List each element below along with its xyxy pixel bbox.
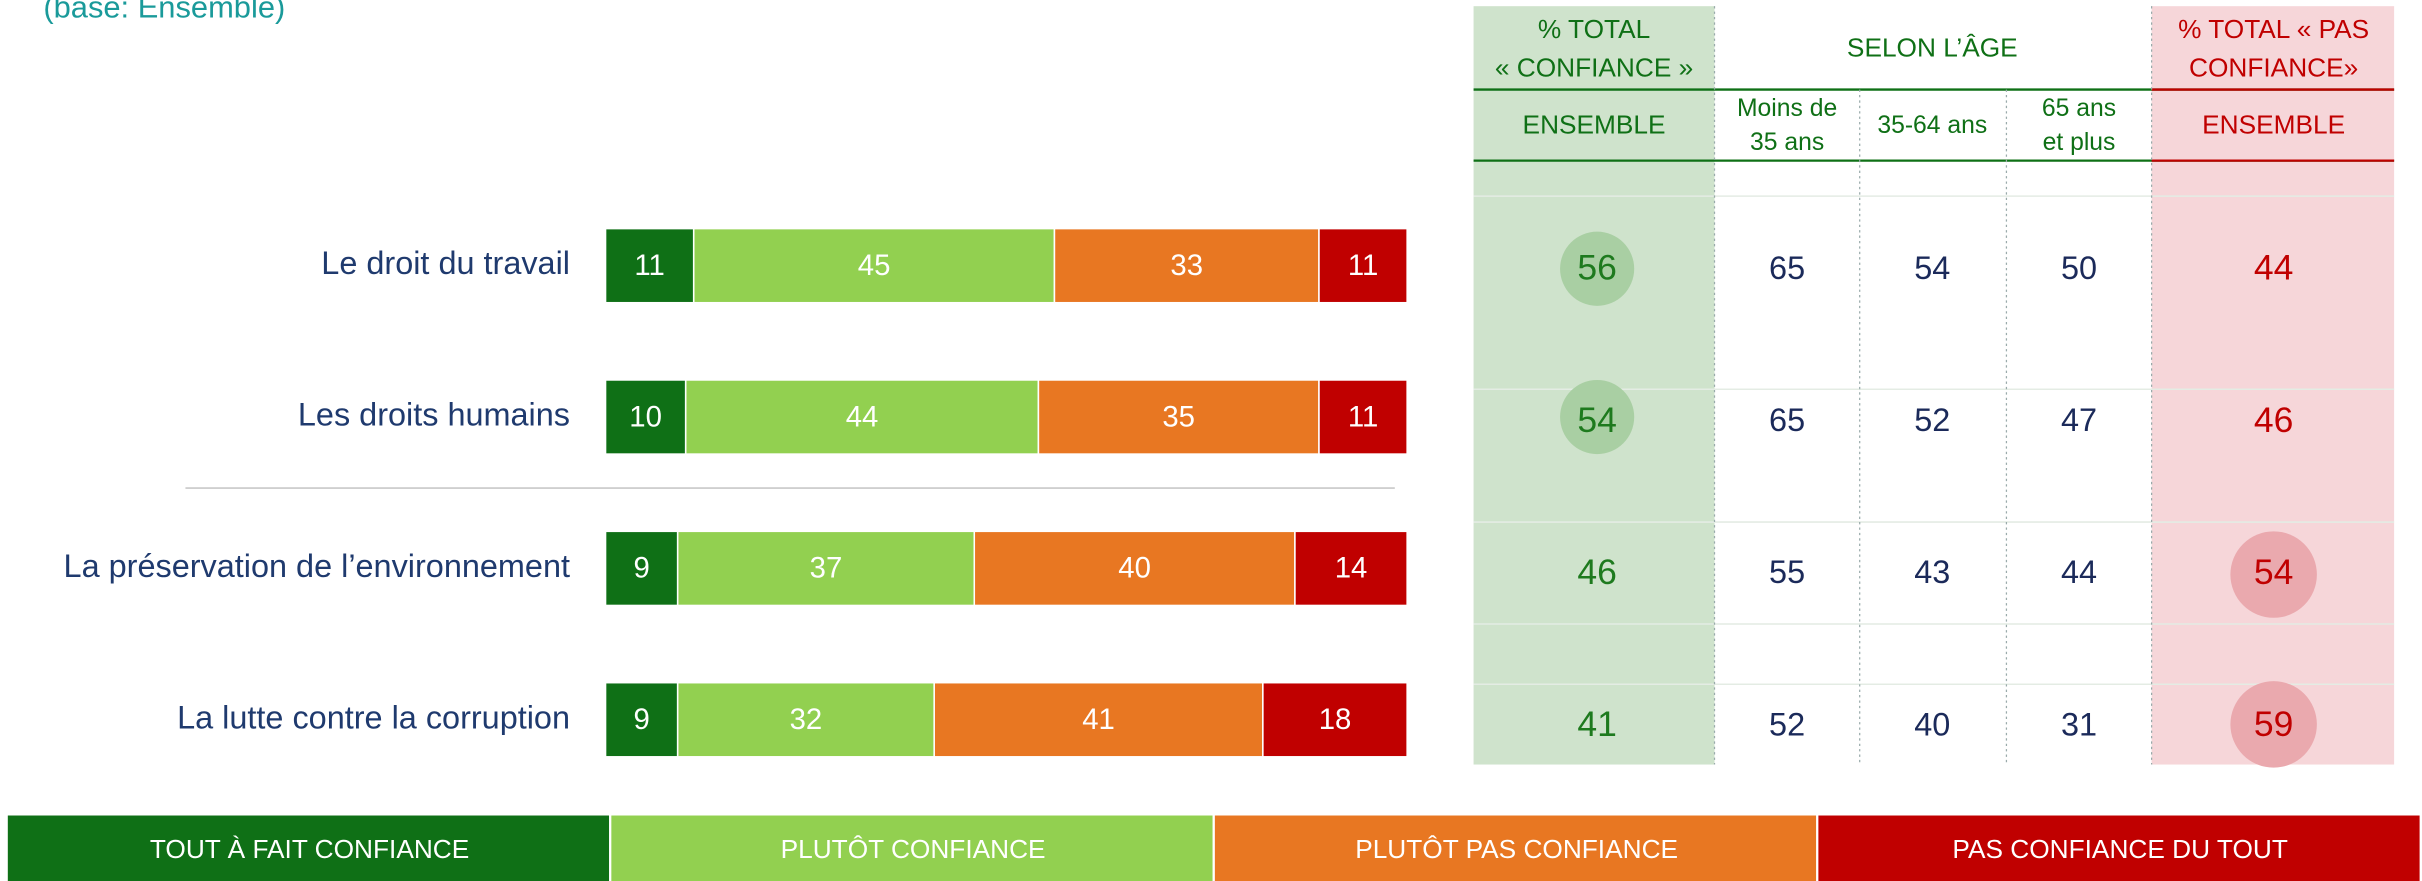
bar-segment: [676, 530, 976, 607]
row-lines: [1473, 195, 2395, 685]
highlight: [2230, 531, 2317, 618]
confiance-value: 41: [1577, 704, 1617, 744]
age-value: 47: [2061, 402, 2097, 438]
age-value: 40: [1914, 706, 1950, 742]
age-value: 55: [1769, 554, 1805, 590]
bar-segment: [1037, 379, 1320, 455]
bar-segment: [1294, 530, 1408, 607]
pas-value: 54: [2254, 552, 2294, 592]
subheader: Moins de: [1737, 95, 1837, 122]
header: % TOTAL: [1538, 14, 1650, 44]
subheader: 35-64 ans: [1877, 112, 1987, 139]
header: CONFIANCE»: [2189, 52, 2358, 82]
category-label: Le droit du travail: [321, 245, 570, 281]
value-label: 40: [1118, 552, 1151, 585]
value-label: 11: [1348, 400, 1378, 433]
subheader: 35 ans: [1750, 129, 1824, 156]
confiance-value: 54: [1577, 400, 1617, 440]
subheader: et plus: [2043, 129, 2116, 156]
subtitle: (base: Ensemble): [43, 0, 285, 24]
value-label: 11: [634, 249, 664, 282]
value-label: 35: [1162, 400, 1195, 433]
confiance-value: 56: [1577, 248, 1617, 288]
bar-segment: [1318, 227, 1408, 304]
value-label: 45: [858, 249, 891, 282]
legend-swatch: [1214, 815, 1817, 881]
pas-value: 59: [2254, 704, 2294, 744]
highlight: [1560, 379, 1635, 455]
bar-segment: [1262, 681, 1408, 758]
bar-segment: [1053, 227, 1320, 304]
age-value: 44: [2061, 554, 2097, 590]
value-label: 9: [633, 552, 649, 585]
subheader: ENSEMBLE: [1523, 110, 1666, 140]
age-value: 31: [2061, 706, 2097, 742]
age-value: 52: [1914, 402, 1950, 438]
highlight: [2230, 681, 2317, 768]
legend-label: PLUTÔT CONFIANCE: [781, 834, 1046, 864]
header: « CONFIANCE »: [1495, 52, 1693, 82]
highlight: [1560, 231, 1635, 306]
legend-swatch: [7, 815, 610, 881]
legend-swatch: [1818, 815, 2420, 881]
legend-swatch: [611, 815, 1213, 881]
age-value: 54: [1914, 250, 1950, 286]
category-label: La préservation de l’environnement: [64, 548, 570, 584]
value-label: 9: [633, 703, 649, 736]
age-value: 43: [1914, 554, 1950, 590]
value-label: 10: [629, 400, 662, 433]
header: SELON L’ÂGE: [1847, 32, 2018, 62]
pas-confiance-column-bg: [2151, 6, 2395, 765]
category-label: La lutte contre la corruption: [177, 699, 570, 735]
value-label: 44: [846, 400, 879, 433]
bar-segment: [933, 681, 1264, 758]
subheader: ENSEMBLE: [2202, 110, 2345, 140]
age-value: 65: [1769, 250, 1805, 286]
category-label: Les droits humains: [298, 397, 570, 433]
bar-segment: [604, 379, 687, 455]
bar-segment: [973, 530, 1296, 607]
bar-segment: [1318, 379, 1408, 455]
pas-value: 44: [2254, 248, 2294, 288]
header: % TOTAL « PAS: [2178, 14, 2369, 44]
value-label: 33: [1170, 249, 1203, 282]
age-value: 52: [1769, 706, 1805, 742]
legend-label: TOUT À FAIT CONFIANCE: [150, 834, 469, 864]
value-label: 11: [1348, 249, 1378, 282]
bar-segment: [676, 681, 935, 758]
bar-segment: [604, 530, 679, 607]
value-label: 41: [1082, 703, 1115, 736]
confiance-value: 46: [1577, 552, 1617, 592]
bar-segment: [692, 227, 1056, 304]
bar-segment: [604, 681, 679, 758]
legend-label: PAS CONFIANCE DU TOUT: [1952, 834, 2287, 864]
legend-label: PLUTÔT PAS CONFIANCE: [1355, 834, 1678, 864]
age-value: 50: [2061, 250, 2097, 286]
age-value: 65: [1769, 402, 1805, 438]
value-label: 18: [1319, 703, 1352, 736]
value-label: 32: [790, 703, 823, 736]
value-label: 37: [810, 552, 843, 585]
pas-value: 46: [2254, 400, 2294, 440]
column-dividers: [1713, 6, 2153, 765]
subheader: 65 ans: [2042, 95, 2116, 122]
value-label: 14: [1335, 552, 1368, 585]
